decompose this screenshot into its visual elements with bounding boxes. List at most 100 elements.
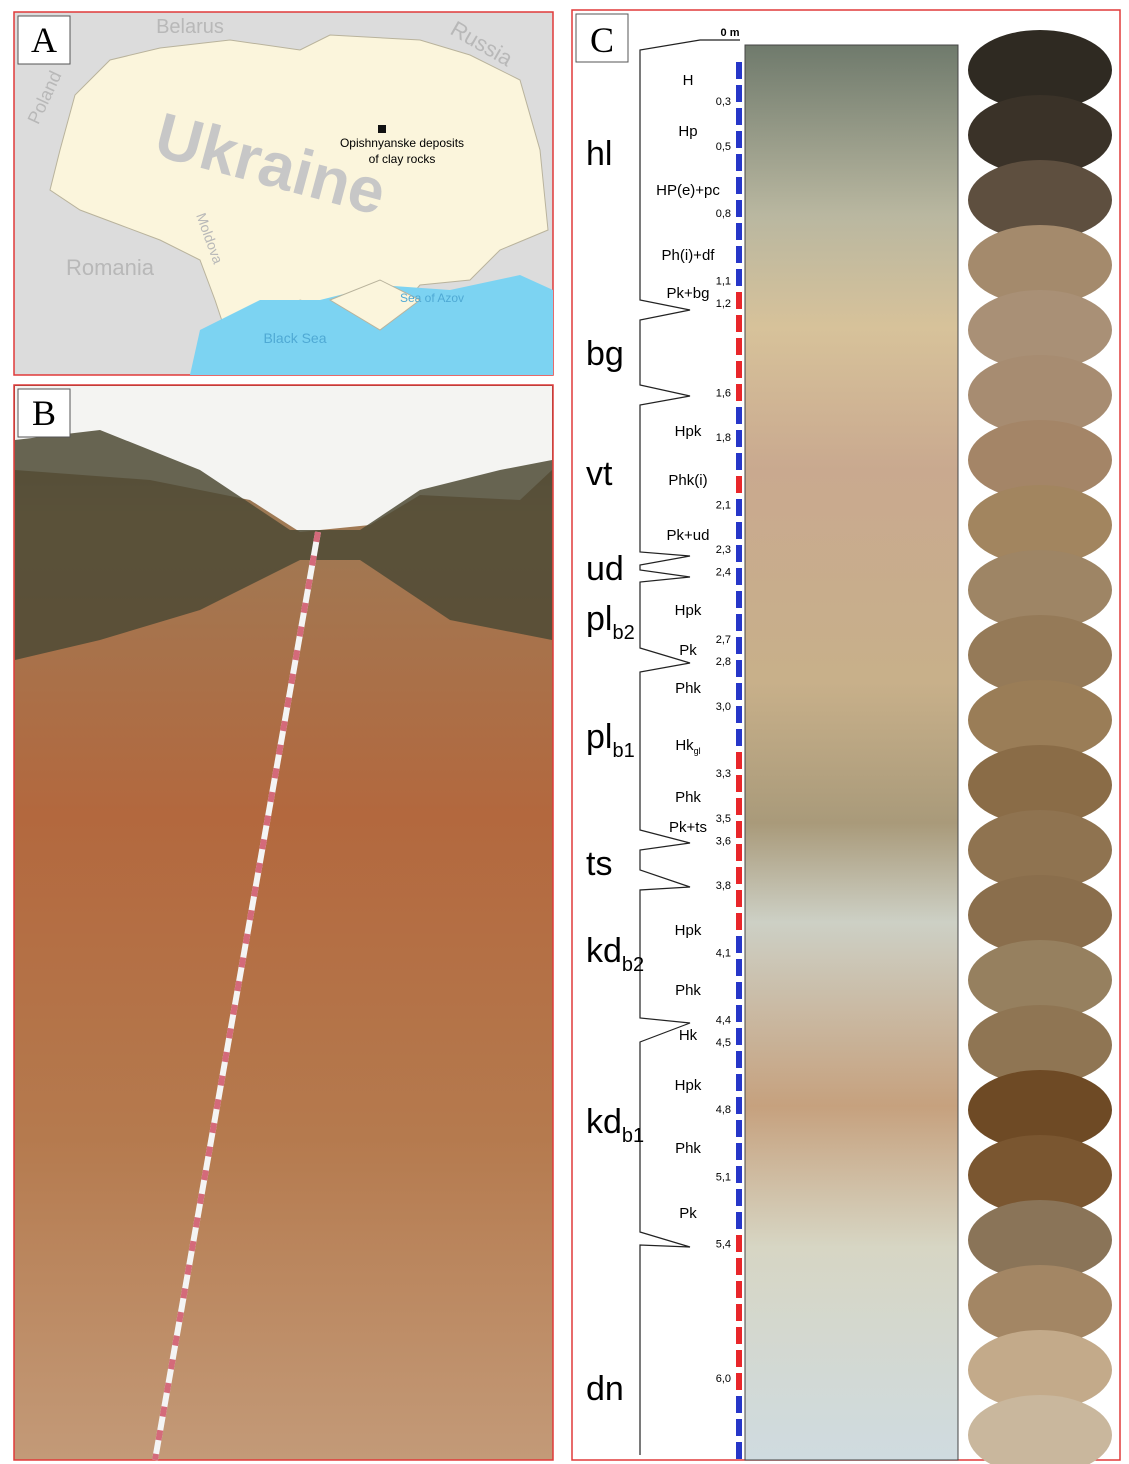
label-base: Hk <box>679 1027 698 1044</box>
horizon-label: Phk <box>675 982 701 999</box>
figure: A Belarus Russia Poland Romania Moldova … <box>0 0 1129 1464</box>
scale-dash <box>736 223 742 240</box>
label-base: Hpk <box>675 423 702 440</box>
label-base: Phk <box>675 680 701 697</box>
horizon-label: Pk <box>679 1205 697 1222</box>
horizon-label: Hpk <box>675 423 702 440</box>
horizon-label: Phk <box>675 789 701 806</box>
label-base: Hpk <box>675 602 702 619</box>
depth-label: 1,2 <box>716 298 731 310</box>
label-base: Phk <box>675 1140 701 1157</box>
scale-dash <box>736 361 742 378</box>
scale-dash <box>736 522 742 539</box>
scale-dash <box>736 177 742 194</box>
scale-dash <box>736 913 742 930</box>
depth-label: 4,4 <box>716 1015 731 1027</box>
scale-dash <box>736 154 742 171</box>
scale-dash <box>736 1166 742 1183</box>
country-label: Romania <box>66 255 155 280</box>
depth-label: 4,8 <box>716 1104 731 1116</box>
scale-dash <box>736 315 742 332</box>
scale-dash <box>736 1074 742 1091</box>
horizon-label: Phk(i) <box>668 472 707 489</box>
horizon-label: HP(e)+pc <box>656 182 720 199</box>
site-label: Opishnyanske deposits <box>340 136 464 150</box>
horizon-label: Pk+bg <box>667 285 710 302</box>
depth-label: 1,8 <box>716 432 731 444</box>
label-sub: gl <box>694 746 701 756</box>
panel-label: A <box>31 20 57 60</box>
label-base: Phk(i) <box>668 472 707 489</box>
scale-dash <box>736 1304 742 1321</box>
scale-dash <box>736 775 742 792</box>
label-base: Pk+ud <box>667 527 710 544</box>
label-base: H <box>683 72 694 89</box>
horizon-label: Hk <box>679 1027 698 1044</box>
scale-dash <box>736 1327 742 1344</box>
scale-dash <box>736 637 742 654</box>
label-base: dn <box>586 1370 624 1408</box>
scale-dash <box>736 407 742 424</box>
profile-drawing <box>745 45 958 1460</box>
scale-dash <box>736 200 742 217</box>
site-marker <box>378 125 386 133</box>
scale-dash <box>736 1097 742 1114</box>
depth-label: 2,3 <box>716 544 731 556</box>
scale-dash <box>736 62 742 79</box>
horizon-label: Pk <box>679 642 697 659</box>
label-base: Hpk <box>675 1077 702 1094</box>
depth-label: 2,4 <box>716 567 731 579</box>
label-base: Pk+ts <box>669 819 707 836</box>
depth-label: 1,1 <box>716 275 731 287</box>
depth-label: 3,6 <box>716 835 731 847</box>
panel-b: B <box>14 385 553 1460</box>
depth-label: 6,0 <box>716 1373 731 1385</box>
depth-label: 4,1 <box>716 947 731 959</box>
horizon-label: Hpk <box>675 602 702 619</box>
scale-dash <box>736 936 742 953</box>
scale-dash <box>736 959 742 976</box>
label-sub: b2 <box>622 954 644 976</box>
scale-dash <box>736 1028 742 1045</box>
horizon-label: Ph(i)+df <box>662 247 716 264</box>
label-base: vt <box>586 455 613 493</box>
label-base: bg <box>586 335 624 373</box>
label-base: ud <box>586 550 624 588</box>
scale-dash <box>736 85 742 102</box>
depth-top: 0 m <box>721 27 740 39</box>
label-base: pl <box>586 718 612 756</box>
scale-dash <box>736 269 742 286</box>
depth-label: 3,3 <box>716 768 731 780</box>
page: {"panel_a": {"label": "A", "countries": … <box>0 0 1129 1464</box>
site-label: of clay rocks <box>369 152 436 166</box>
label-sub: b2 <box>612 622 634 644</box>
depth-label: 2,7 <box>716 634 731 646</box>
scale-dash <box>736 430 742 447</box>
label-base: Hp <box>678 123 697 140</box>
scale-dash <box>736 453 742 470</box>
horizon-label: Pk+ud <box>667 527 710 544</box>
horizon-label: Hp <box>678 123 697 140</box>
scale-dash <box>736 1189 742 1206</box>
scale-dash <box>736 1143 742 1160</box>
horizon-label: Hpk <box>675 922 702 939</box>
label-base: kd <box>586 932 622 970</box>
depth-label: 0,5 <box>716 141 731 153</box>
horizon-label: Hpk <box>675 1077 702 1094</box>
scale-dash <box>736 867 742 884</box>
unit-label: vt <box>586 455 613 493</box>
label-base: Hk <box>675 737 694 754</box>
scale-dash <box>736 1419 742 1436</box>
scale-dash <box>736 614 742 631</box>
scale-dash <box>736 545 742 562</box>
scale-dash <box>736 292 742 309</box>
scale-dash <box>736 499 742 516</box>
scale-dash <box>736 1005 742 1022</box>
scale-dash <box>736 108 742 125</box>
country-label: Belarus <box>156 16 224 38</box>
label-base: ts <box>586 845 612 883</box>
scale-dash <box>736 1212 742 1229</box>
label-base: hl <box>586 135 612 173</box>
label-sub: b1 <box>622 1125 644 1147</box>
scale-dash <box>736 729 742 746</box>
